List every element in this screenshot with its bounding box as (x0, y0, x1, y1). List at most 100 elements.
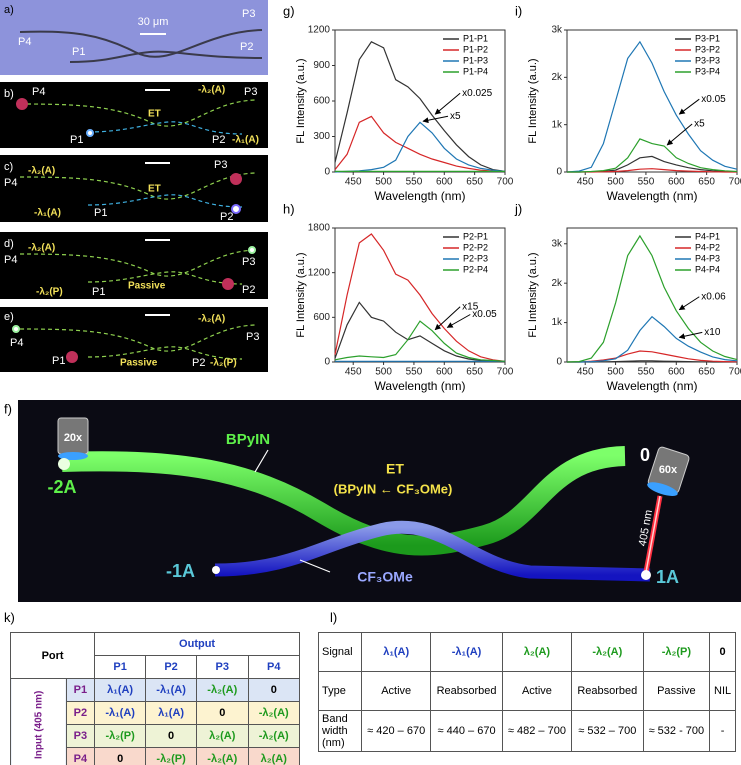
series-line (567, 315, 738, 363)
annotation: x10 (704, 327, 721, 338)
port-label: P4 (4, 177, 17, 189)
table-row: P2 -λ₁(A) λ₁(A) 0 -λ₂(A) (10, 701, 300, 725)
series-line (567, 138, 738, 173)
emission-spot (212, 566, 220, 574)
signal-label: -λ₁(A) (34, 208, 61, 219)
port-label: P1 (52, 355, 65, 367)
port-label: P1 (94, 207, 107, 219)
table-cell: -λ₂(A) (247, 724, 300, 748)
emission-spot (231, 204, 241, 214)
row-header: P1 (65, 678, 96, 702)
y-axis-label: FL Intensity (a.u.) (295, 252, 307, 337)
port-label: P3 (214, 159, 227, 171)
panel-label: h) (283, 201, 295, 216)
y-tick-label: 1200 (308, 267, 331, 278)
annotation-arrow (678, 98, 700, 115)
process-label: ET (386, 461, 404, 477)
table-cell: λ₁(A) (145, 701, 198, 725)
table-row: P4 0 -λ₂(P) -λ₂(A) λ₂(A) (10, 747, 300, 765)
y-tick-label: 3k (551, 238, 563, 249)
chart: h) 450 500 550 600 650 700 0 600 1200 1800 Waveleng… (283, 201, 514, 393)
x-tick-label: 500 (375, 367, 392, 378)
annotation-arrow (434, 92, 461, 115)
table-cell: 0 (94, 747, 147, 765)
port-label: P2 (212, 134, 225, 146)
series-line (334, 121, 506, 173)
table-cell: NIL (709, 671, 736, 711)
table-cell: -λ₂(P) (94, 724, 147, 748)
series-line (566, 40, 738, 173)
panel-label: k) (4, 610, 15, 625)
port-label: P1 (70, 134, 83, 146)
legend-label: P2-P2 (463, 242, 488, 252)
micrograph-d: d) P4 -λ₂(A) P3 Passive -λ₂(P) P1 P2 (0, 232, 268, 299)
emission-spot (86, 129, 94, 137)
output-label: 0 (640, 445, 650, 465)
y-tick-label: 300 (313, 131, 330, 142)
process-detail: (BPyIN ← CF₃OMe) (334, 481, 453, 496)
legend-label: P3-P2 (695, 44, 720, 54)
objective (647, 446, 690, 496)
annotation: x15 (462, 301, 479, 312)
panel-label: d) (4, 238, 14, 250)
row-header: P2 (65, 701, 96, 725)
y-tick-label: 1800 (308, 223, 331, 234)
upper-panels: a) 30 μm P3 P4 P1 P2 b) P4 -λ₂(A) P3 ET … (0, 0, 741, 393)
x-tick-label: 550 (406, 367, 423, 378)
annotation: x0.05 (701, 94, 726, 105)
series-line (334, 301, 506, 363)
column-header: λ₁(A) (360, 632, 432, 672)
legend-label: P1-P2 (463, 44, 488, 54)
corner-cell: Port (9, 632, 96, 679)
signal-label: -λ₁(A) (232, 135, 259, 146)
legend-label: P4-P1 (695, 231, 720, 241)
x-tick-label: 600 (436, 177, 453, 188)
legend-label: P2-P4 (463, 264, 488, 274)
table-cell: 0 (196, 701, 249, 725)
y-tick-label: 600 (313, 312, 330, 323)
x-tick-label: 450 (577, 177, 594, 188)
annotation: x5 (694, 119, 705, 130)
fiber-label: BPyIN (226, 431, 270, 448)
header-row: Port Output (9, 632, 300, 679)
x-tick-label: 700 (497, 177, 514, 188)
x-axis-label: Wavelength (nm) (375, 189, 466, 203)
y-tick-label: 600 (313, 96, 330, 107)
port-label: P2 (240, 41, 253, 53)
port-label: P4 (4, 254, 17, 266)
signal-label: -λ₂(P) (36, 287, 63, 298)
table-cell: -λ₁(A) (94, 701, 147, 725)
x-axis-label: Wavelength (nm) (607, 189, 698, 203)
y-tick-label: 2k (551, 278, 563, 289)
table-cell: -λ₂(P) (145, 747, 198, 765)
emission-spot (248, 246, 256, 254)
table-cell: Active (360, 671, 432, 711)
scale-label: 30 μm (138, 16, 169, 28)
port-label: P1 (92, 286, 105, 298)
panel-label: l) (330, 610, 338, 625)
table-cell: Reabsorbed (571, 671, 644, 711)
legend-label: P4-P4 (695, 264, 720, 274)
laser-core (645, 495, 661, 573)
excitation-spot (641, 570, 651, 580)
column-header: 0 (709, 632, 736, 672)
y-axis-label: FL Intensity (a.u.) (527, 252, 539, 337)
annotation: x0.025 (462, 88, 492, 99)
group-header: Output (94, 632, 300, 656)
row-header: P3 (65, 724, 96, 748)
x-tick-label: 600 (436, 367, 453, 378)
column-header: P4 (247, 655, 300, 679)
micrograph-c: c) P4 -λ₂(A) P3 ET -λ₁(A) P1 P2 (0, 155, 268, 223)
panel-label: e) (4, 311, 14, 323)
chart: j) 450 500 550 600 650 700 0 1k 2k 3k Wavelength (n… (514, 201, 741, 393)
port-table: Port Output P1 P2 P3 P4 Input (405 nm) P1 λ₁(A) -… (9, 632, 300, 765)
series-line (334, 115, 506, 172)
schematic: f) 20x BPyIN ET (BPyIN ← CF₃OMe) 0 60x 4… (4, 400, 741, 602)
signal-label: -λ₂(P) (210, 358, 237, 369)
fiber-label: CF₃OMe (357, 569, 413, 585)
legend-label: P4-P2 (695, 242, 720, 252)
signal-label: -λ₂(A) (198, 85, 225, 96)
x-tick-label: 500 (607, 177, 624, 188)
port-label: P1 (72, 46, 85, 58)
legend-label: P4-P3 (695, 253, 720, 263)
